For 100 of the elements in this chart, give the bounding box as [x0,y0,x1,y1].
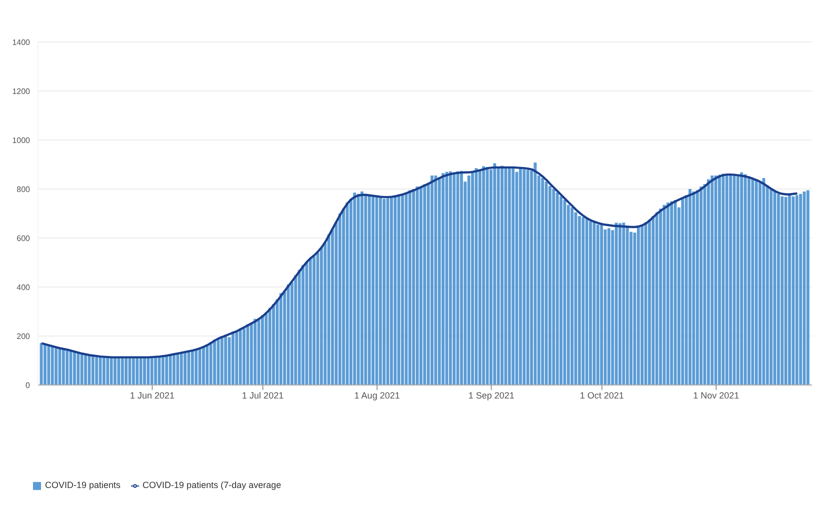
bar [758,182,762,385]
bar [62,349,65,385]
bar [143,357,146,385]
bar [592,220,596,385]
bar [176,353,180,385]
bar [268,308,272,385]
bar [172,354,176,385]
bar [518,166,522,385]
bar [570,207,574,385]
bar [50,346,54,385]
bar [607,228,610,385]
y-tick-label: 1000 [12,136,31,145]
bar [238,328,242,385]
bar [254,318,257,385]
bar [194,349,198,385]
bar [102,357,106,385]
bar [161,356,164,385]
y-tick-label: 400 [16,282,31,292]
bar [578,216,581,385]
bar [692,191,696,385]
bar [44,344,46,385]
bar [751,178,754,385]
bar [748,176,750,385]
bar [482,166,486,385]
x-tick-label: 1 Oct 2021 [580,390,624,400]
bar [556,192,559,385]
bar [235,330,238,385]
bar [114,357,117,385]
bar [648,220,651,385]
bar [659,208,662,385]
bar [390,196,393,385]
bar [220,336,224,385]
bar [718,174,721,385]
bar [740,172,744,385]
bar [382,198,386,385]
bar [552,189,556,385]
bar [504,166,508,385]
bar [154,357,158,385]
bar [209,342,212,385]
bar [754,180,758,385]
bar [397,194,400,385]
bar [795,195,798,385]
bar [493,163,496,385]
bar [419,188,422,385]
bar [375,196,378,385]
bar [614,222,618,385]
bar [242,328,246,385]
bar [666,202,670,385]
bar [776,194,780,385]
bar [762,178,766,385]
bar [246,324,250,385]
bar [442,173,445,385]
bar [124,357,128,385]
bar [206,344,209,385]
x-tick-label: 1 Sep 2021 [468,390,514,400]
bar [799,194,802,385]
line-series [40,166,798,358]
bar [136,357,139,385]
bar [471,172,474,385]
bar [198,348,202,385]
bar [80,354,84,385]
bar [700,186,703,385]
bar [360,191,364,385]
x-tick-label: 1 Nov 2021 [693,390,740,400]
bar [770,189,773,385]
bar [368,195,371,385]
bar [780,196,784,385]
bar [655,212,658,385]
bar [184,352,187,385]
bar [729,174,732,385]
bar [308,258,312,385]
bar [146,358,150,385]
legend-label: COVID-19 patients [45,480,121,490]
bar [681,198,684,385]
bar [725,176,728,385]
x-tick-label: 1 Jul 2021 [242,390,284,400]
bar [784,196,788,385]
bar [47,346,50,385]
bar [106,357,110,385]
bar [636,226,640,385]
bar [560,196,562,385]
bar [110,358,113,385]
x-tick-label: 1 Aug 2021 [354,390,400,400]
bar [512,168,515,385]
bar [54,348,58,385]
bar [478,169,482,385]
bar [165,355,168,385]
bar [279,293,282,385]
bar [150,356,154,385]
bar [652,216,655,385]
bar [534,162,537,385]
bar [312,256,316,385]
bar [213,340,216,385]
bar [640,224,644,385]
bar [40,342,43,385]
y-tick-label: 800 [16,184,31,194]
bar [434,176,438,385]
legend-label: COVID-19 patients (7-day average [142,480,282,490]
bar [706,179,710,385]
x-tick-label: 1 Jun 2021 [130,390,175,400]
